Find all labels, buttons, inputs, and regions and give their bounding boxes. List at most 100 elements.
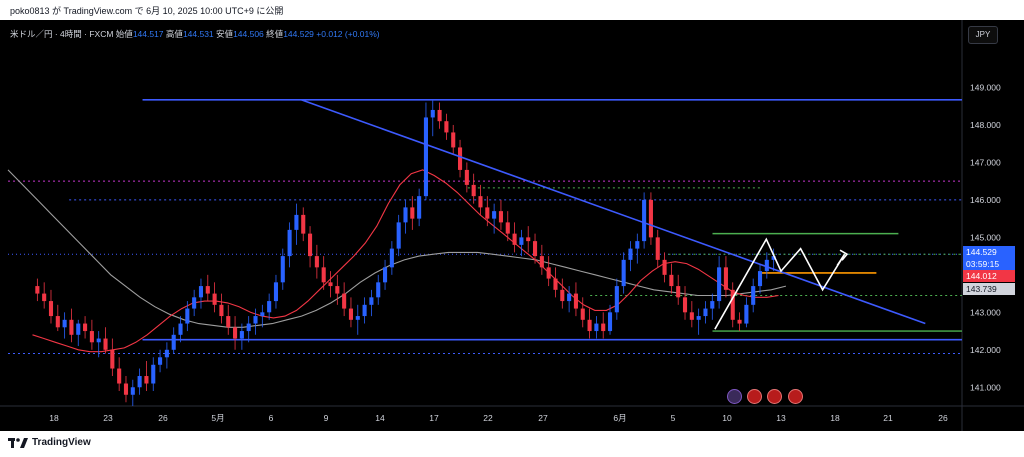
candle-body [83,323,88,332]
candle-body [389,248,394,268]
candle-body [192,297,197,309]
candle-body [348,308,354,320]
candle-body [376,282,381,298]
candle-body [764,259,769,272]
currency-button[interactable]: JPY [968,26,998,44]
current-price-badge: 144.529 03:59:15 [963,246,1015,270]
time-tick-label: 23 [103,413,113,423]
publish-info: poko0813 が TradingView.com で 6月 10, 2025… [10,6,284,16]
candle-body [601,323,606,332]
candle-body [171,334,176,350]
candle-body [321,267,326,283]
candle-body [212,293,217,305]
us-flag-event-icon[interactable] [767,389,782,404]
candle-body [512,233,517,245]
candle-body [158,357,163,365]
ohlc-legend: 米ドル／円 · 4時間 · FXCM 始値144.517 高値144.531 安… [10,28,380,40]
lightning-event-icon[interactable] [727,389,742,404]
candle-body [185,308,190,324]
candle-body [369,297,374,305]
candle-countdown: 03:59:15 [966,259,1000,269]
candle-body [757,271,763,287]
candle-body [55,316,60,328]
candle-body [676,286,681,298]
candle-body [526,237,531,242]
candle-body [410,207,415,219]
candle-body [294,214,299,230]
candle-body [267,301,272,313]
candle-body [710,301,715,309]
close-value: 144.529 [283,29,314,39]
candle-body [464,169,469,185]
candle-body [539,256,544,268]
price-tick-label: 142.000 [970,345,1001,355]
tradingview-logo[interactable]: TradingView [8,437,91,448]
footer: TradingView [0,431,1024,457]
price-tick-label: 149.000 [970,82,1001,92]
candle-body [287,229,292,257]
candle-body [546,267,551,279]
candle-body [594,323,599,332]
fast-moving-average-line [32,169,779,353]
low-value: 144.506 [233,29,264,39]
candle-body [362,304,367,317]
candle-body [607,312,613,332]
chart-pane[interactable]: 149.000 148.000 147.000 146.000 145.000 143.0… [0,20,1024,431]
candle-body [178,323,183,335]
us-flag-event-icon[interactable] [747,389,762,404]
candle-body [723,267,728,290]
candle-body [717,267,722,302]
time-tick-label: 10 [722,413,732,423]
candle-body [48,301,54,317]
candle-body [696,316,701,320]
candle-body [226,316,231,328]
candle-body [628,248,633,260]
time-tick-label: 18 [830,413,840,423]
candle-body [519,237,524,245]
price-tick-label: 145.000 [970,232,1001,242]
high-label: 高値 [165,29,183,39]
candle-body [614,286,619,313]
candle-body [505,222,510,234]
candle-body [198,286,204,298]
high-value: 144.531 [182,29,214,39]
candle-body [35,286,40,294]
time-tick-label: 6月 [613,413,626,423]
candle-body [260,312,265,317]
us-flag-event-icon[interactable] [788,389,803,404]
time-tick-label: 27 [538,413,548,423]
candle-body [689,312,694,320]
time-tick-label: 9 [324,413,329,423]
candle-body [580,308,585,320]
candle-body [730,289,735,320]
change-value: +0.012 (+0.01%) [316,29,380,39]
candle-body [308,233,313,257]
candle-body [430,109,435,118]
time-tick-label: 17 [429,413,439,423]
candle-body [273,282,279,302]
symbol-label: 米ドル／円 · 4時間 · FXCM [10,29,114,39]
candle-body [164,349,169,358]
candle-body [42,293,47,302]
close-label: 終値 [266,29,284,39]
tradingview-brand: TradingView [32,437,91,448]
candle-body [423,117,428,197]
candle-body [498,211,503,223]
candle-body [62,319,67,328]
open-value: 144.517 [132,29,164,39]
price-tick-label: 141.000 [970,382,1001,392]
candle-body [437,109,442,122]
candle-body [96,338,101,343]
time-tick-label: 6 [269,413,274,423]
low-label: 安値 [216,29,234,39]
time-tick-label: 22 [483,413,493,423]
candle-body [301,214,306,234]
candle-body [703,308,708,317]
candle-body [771,256,776,260]
time-tick-label: 5月 [211,413,224,423]
price-tick-label: 146.000 [970,195,1001,205]
candle-body [314,256,319,268]
candle-body [69,319,74,335]
price-chart[interactable]: 149.000 148.000 147.000 146.000 145.000 143.0… [0,20,1024,431]
candle-body [444,121,449,133]
